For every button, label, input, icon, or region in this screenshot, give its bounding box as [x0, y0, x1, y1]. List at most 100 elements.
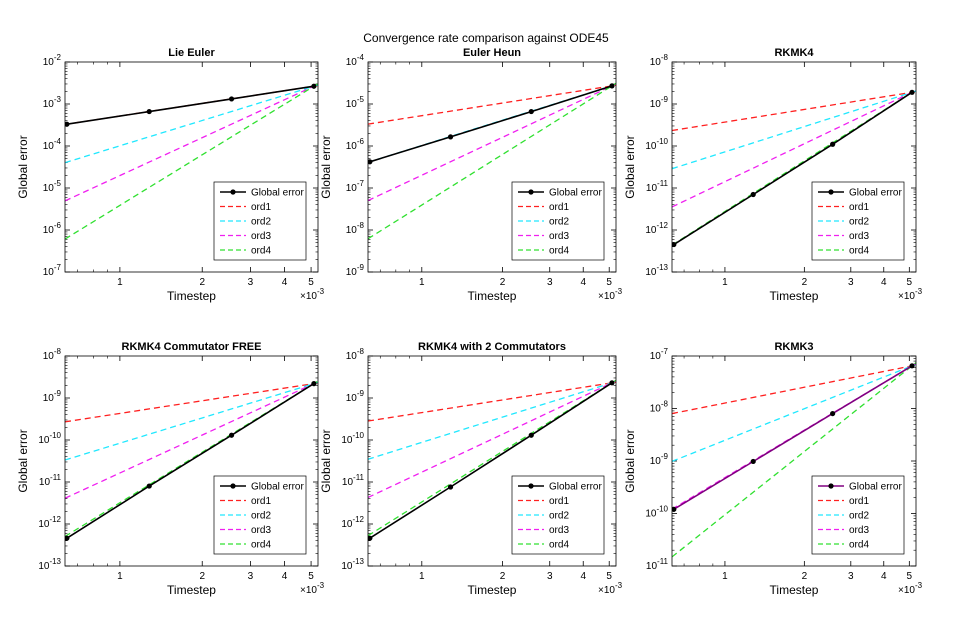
- y-tick-exp: -8: [54, 347, 62, 356]
- y-tick-exp: -8: [357, 221, 365, 230]
- y-tick-exp: -8: [661, 400, 669, 409]
- x-multiplier: ×10-3: [300, 581, 325, 596]
- y-tick-label: 10-8: [650, 53, 669, 68]
- legend-label: ord4: [849, 246, 869, 257]
- x-multiplier-exp: -3: [615, 581, 623, 590]
- y-tick-exp: -8: [661, 53, 669, 62]
- ord4-line: [672, 362, 916, 558]
- global-error-line: [66, 382, 315, 539]
- ord3-line: [368, 380, 616, 499]
- legend-label: ord1: [549, 202, 569, 213]
- x-multiplier: ×10-3: [898, 287, 923, 302]
- y-tick-label: 10-4: [346, 53, 365, 68]
- plot-area: [65, 83, 318, 240]
- y-tick-base: 10: [645, 267, 657, 278]
- global-error-point: [672, 506, 677, 512]
- y-tick-label: 10-9: [650, 452, 669, 467]
- y-tick-base: 10: [38, 435, 50, 446]
- legend-marker: [230, 189, 236, 195]
- legend: Global error ord1 ord2 ord3 ord4: [811, 475, 905, 555]
- y-tick-exp: -11: [50, 473, 62, 482]
- global-error-line: [673, 365, 913, 510]
- x-multiplier: ×10-3: [598, 581, 623, 596]
- y-tick-exp: -10: [656, 137, 668, 146]
- y-tick-label: 10-8: [346, 221, 365, 236]
- global-error-line: [673, 91, 913, 246]
- y-tick-label: 10-9: [43, 389, 62, 404]
- x-multiplier: ×10-3: [898, 581, 923, 596]
- y-tick-exp: -5: [54, 179, 62, 188]
- y-tick-base: 10: [645, 141, 657, 152]
- panel-title: RKMK4: [774, 47, 814, 59]
- y-axis-label: Global error: [623, 429, 637, 492]
- y-tick-exp: -10: [352, 431, 364, 440]
- y-tick-label: 10-9: [346, 389, 365, 404]
- legend-label: ord2: [549, 511, 569, 522]
- legend-label: ord1: [251, 202, 271, 213]
- x-axis-label: Timestep: [468, 289, 517, 303]
- y-tick-label: 10-8: [43, 347, 62, 362]
- global-error-line: [66, 85, 315, 125]
- y-tick-label: 10-10: [38, 431, 61, 446]
- y-tick-exp: -9: [661, 95, 669, 104]
- global-error-point: [65, 121, 70, 127]
- y-tick-base: 10: [43, 57, 55, 68]
- ord1-line: [368, 381, 616, 422]
- x-tick-label: 4: [580, 277, 586, 288]
- global-error-point: [65, 535, 70, 541]
- x-tick-label: 2: [802, 571, 808, 582]
- y-tick-label: 10-11: [39, 473, 62, 488]
- legend-label: ord1: [251, 496, 271, 507]
- x-tick-label: 3: [848, 277, 854, 288]
- legend: Global error ord1 ord2 ord3 ord4: [213, 475, 307, 555]
- y-tick-exp: -8: [357, 347, 365, 356]
- y-tick-base: 10: [646, 561, 658, 572]
- legend-label: ord2: [849, 217, 869, 228]
- y-tick-exp: -7: [54, 263, 62, 272]
- y-tick-exp: -9: [357, 263, 365, 272]
- legend: Global error ord1 ord2 ord3 ord4: [811, 181, 905, 261]
- legend-label: ord1: [849, 202, 869, 213]
- y-tick-base: 10: [346, 99, 358, 110]
- y-tick-exp: -7: [357, 179, 365, 188]
- y-tick-exp: -5: [357, 95, 365, 104]
- panel-title: RKMK3: [774, 341, 813, 353]
- panel-3: RKMK4 Commutator FREE10-1310-1210-1110-1…: [16, 341, 325, 597]
- y-tick-label: 10-13: [38, 557, 61, 572]
- y-axis-label: Global error: [319, 135, 333, 198]
- legend-label: ord3: [549, 525, 569, 536]
- x-multiplier-base: ×10: [300, 291, 317, 302]
- y-tick-base: 10: [346, 57, 358, 68]
- y-tick-label: 10-11: [342, 473, 365, 488]
- x-tick-label: 3: [547, 571, 553, 582]
- axes-box: [64, 355, 319, 567]
- y-tick-exp: -9: [661, 452, 669, 461]
- x-multiplier-exp: -3: [915, 581, 923, 590]
- legend-label: ord2: [549, 217, 569, 228]
- y-tick-label: 10-8: [346, 347, 365, 362]
- y-tick-label: 10-12: [645, 221, 668, 236]
- y-tick-label: 10-9: [650, 95, 669, 110]
- global-error-point: [228, 96, 235, 102]
- x-tick-label: 1: [117, 571, 123, 582]
- legend-label: ord2: [251, 511, 271, 522]
- ord2-line: [368, 380, 616, 460]
- ord1-line: [368, 84, 616, 125]
- x-tick-label: 5: [907, 277, 913, 288]
- y-tick-exp: -12: [49, 515, 61, 524]
- y-tick-label: 10-6: [43, 221, 62, 236]
- legend-label: ord1: [849, 496, 869, 507]
- plot-area: [368, 379, 616, 541]
- global-error-point: [447, 134, 454, 140]
- plot-area: [65, 380, 318, 541]
- x-multiplier: ×10-3: [598, 287, 623, 302]
- x-multiplier-base: ×10: [598, 585, 615, 596]
- panel-title: Lie Euler: [168, 47, 215, 59]
- ord2-line: [672, 90, 916, 170]
- global-error-point: [368, 159, 373, 165]
- y-tick-base: 10: [43, 183, 55, 194]
